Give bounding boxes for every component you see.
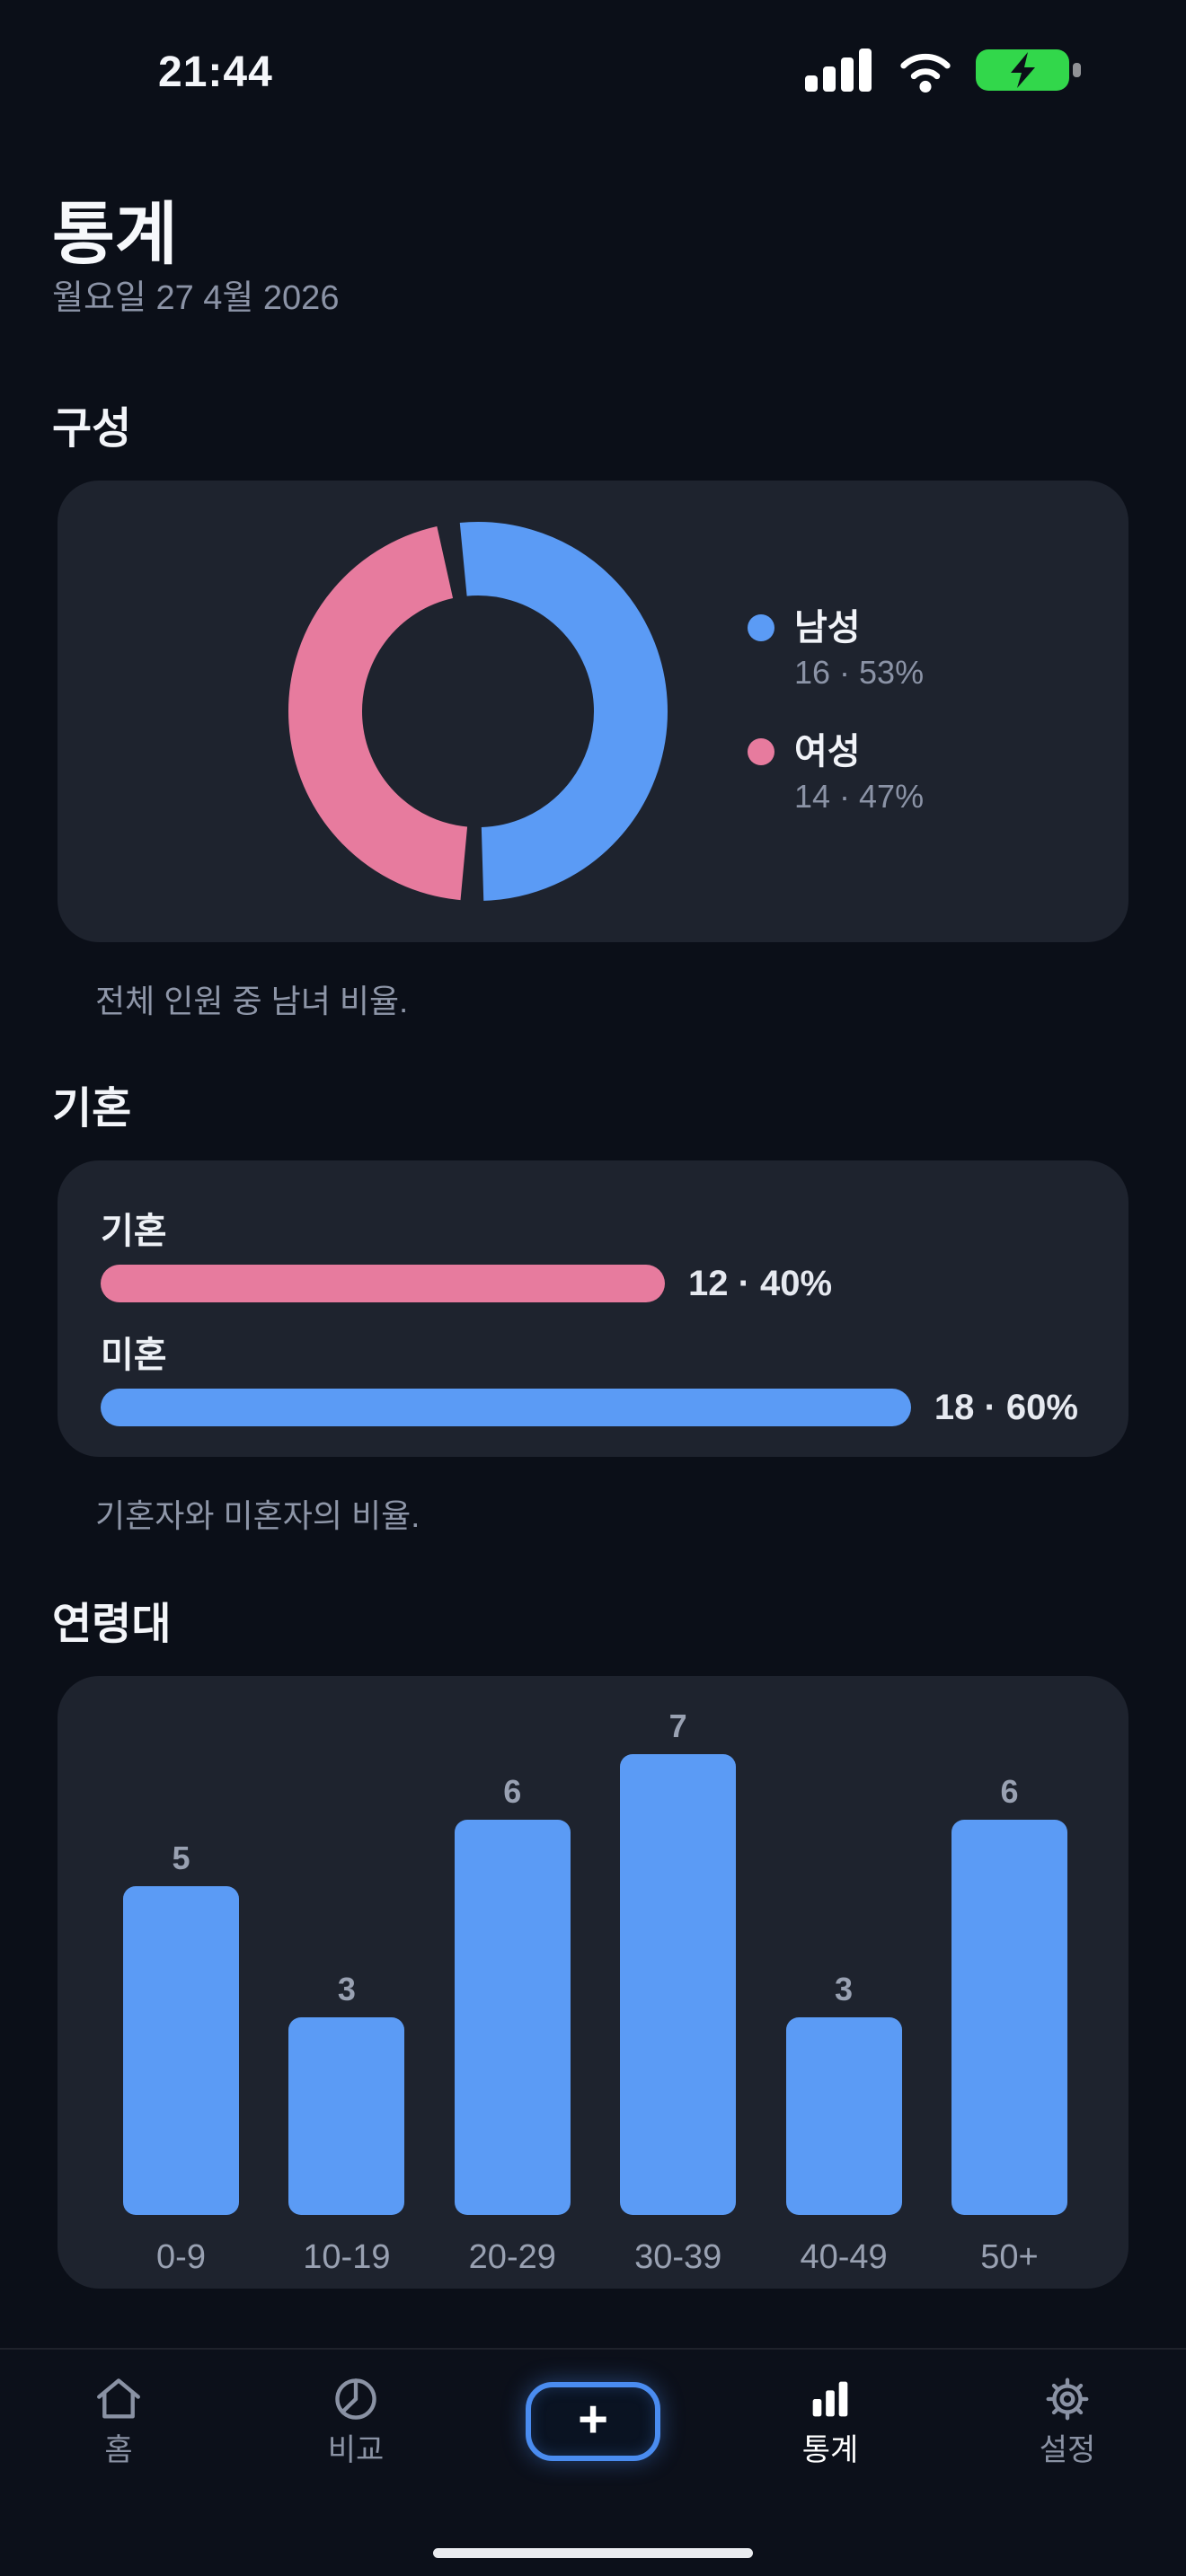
wifi-icon xyxy=(893,46,958,99)
legend-label: 남성 xyxy=(794,608,861,648)
age-bar xyxy=(454,1820,571,2215)
section-title-marital: 기혼 xyxy=(52,1085,132,1133)
tab-bar: 홈 비교 + xyxy=(0,2348,1186,2576)
composition-card: 남성 16 · 53% 여성 14 · 47% xyxy=(58,481,1128,942)
add-button[interactable]: + xyxy=(526,2382,660,2461)
age-bar xyxy=(951,1820,1067,2215)
age-bar xyxy=(620,1754,737,2215)
age-bar-column: 5 xyxy=(123,1839,239,2215)
pie-chart-icon xyxy=(330,2373,382,2425)
donut-segment-female xyxy=(288,526,468,901)
age-bar-value: 3 xyxy=(337,1971,356,2007)
single-bar-row: 18 · 60% xyxy=(101,1387,1078,1427)
single-bar-label: 미혼 xyxy=(101,1336,167,1375)
age-bar-value: 7 xyxy=(668,1707,687,1744)
gear-icon xyxy=(1041,2373,1093,2425)
legend-value: 14 · 47% xyxy=(794,778,925,815)
legend-value: 16 · 53% xyxy=(794,654,925,691)
tab-label: 홈 xyxy=(104,2433,133,2467)
tab-label: 설정 xyxy=(1039,2433,1096,2467)
legend-item-male: 남성 16 · 53% xyxy=(748,607,924,692)
home-icon xyxy=(93,2373,145,2425)
age-bar-value: 6 xyxy=(503,1773,522,1810)
age-category-label: 0-9 xyxy=(156,2238,206,2276)
age-bar-column: 6 xyxy=(951,1773,1067,2215)
plus-icon: + xyxy=(578,2390,608,2448)
age-bar xyxy=(785,2017,902,2215)
home-indicator[interactable] xyxy=(433,2548,753,2558)
legend-item-female: 여성 14 · 47% xyxy=(748,731,924,816)
age-bar-chart: 5 3 6 7 3 6 xyxy=(123,1676,1067,2215)
page-date: 월요일 27 4월 2026 xyxy=(52,279,340,317)
tab-add[interactable]: + xyxy=(474,2373,712,2468)
tab-home[interactable]: 홈 xyxy=(0,2373,237,2468)
age-bar-column: 6 xyxy=(454,1773,571,2215)
age-category-label: 20-29 xyxy=(468,2238,556,2276)
age-bar xyxy=(123,1886,239,2215)
marital-card: 기혼 12 · 40% 미혼 18 · 60% xyxy=(58,1160,1128,1457)
cellular-signal-icon xyxy=(803,45,877,100)
status-icons xyxy=(803,44,1085,101)
age-bar-column: 3 xyxy=(288,1971,405,2215)
tab-settings[interactable]: 설정 xyxy=(949,2373,1186,2468)
married-bar-value: 12 · 40% xyxy=(688,1263,833,1303)
composition-donut-chart xyxy=(288,522,668,901)
tab-label: 비교 xyxy=(327,2433,385,2467)
married-bar-label: 기혼 xyxy=(101,1212,167,1251)
status-bar: 21:44 xyxy=(0,0,1186,101)
age-card: 5 3 6 7 3 6 0-9 10-19 20-29 30-39 40-49 50+ xyxy=(58,1676,1128,2289)
age-bar-column: 7 xyxy=(620,1707,737,2215)
age-bar-value: 6 xyxy=(1000,1773,1019,1810)
single-bar xyxy=(101,1389,911,1426)
tab-label: 통계 xyxy=(801,2433,859,2467)
tab-statistics[interactable]: 통계 xyxy=(712,2373,949,2468)
married-bar xyxy=(101,1265,665,1302)
married-bar-row: 12 · 40% xyxy=(101,1263,1078,1303)
age-category-label: 50+ xyxy=(980,2238,1039,2276)
age-category-label: 40-49 xyxy=(800,2238,888,2276)
single-bar-value: 18 · 60% xyxy=(934,1387,1078,1427)
bar-chart-icon xyxy=(804,2373,856,2425)
age-category-labels: 0-9 10-19 20-29 30-39 40-49 50+ xyxy=(123,2238,1067,2277)
marital-caption: 기혼자와 미혼자의 비율. xyxy=(95,1497,420,1534)
age-bar xyxy=(288,2017,405,2215)
donut-legend: 남성 16 · 53% 여성 14 · 47% xyxy=(748,607,924,816)
battery-charging-icon xyxy=(974,44,1085,101)
status-time: 21:44 xyxy=(158,48,273,96)
age-category-label: 30-39 xyxy=(634,2238,722,2276)
donut-segment-male xyxy=(459,522,668,901)
composition-caption: 전체 인원 중 남녀 비율. xyxy=(95,983,409,1019)
page-title: 통계 xyxy=(52,197,178,273)
section-title-composition: 구성 xyxy=(52,405,132,453)
section-title-age: 연령대 xyxy=(52,1601,172,1648)
female-legend-dot-icon xyxy=(748,738,774,765)
age-bar-column: 3 xyxy=(785,1971,902,2215)
age-category-label: 10-19 xyxy=(303,2238,391,2276)
legend-label: 여성 xyxy=(794,732,861,772)
age-bar-value: 3 xyxy=(835,1971,854,2007)
age-bar-value: 5 xyxy=(172,1839,190,1876)
tab-compare[interactable]: 비교 xyxy=(237,2373,474,2468)
male-legend-dot-icon xyxy=(748,614,774,641)
